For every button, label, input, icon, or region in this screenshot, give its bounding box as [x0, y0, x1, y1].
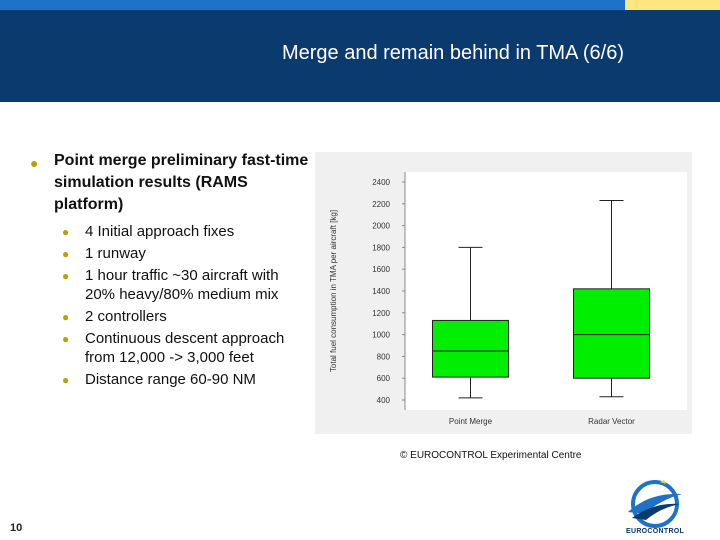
- bullet-dot-icon: ●: [30, 155, 39, 171]
- list-item: ● 1 runway: [62, 245, 146, 262]
- y-tick-label: 2400: [372, 178, 390, 187]
- bullet-dot-icon: ●: [62, 332, 70, 346]
- y-tick-label: 2000: [372, 222, 390, 231]
- list-item: ● 1 hour traffic ~30 aircraft with 20% he…: [62, 267, 279, 303]
- fuel-boxplot-chart: 400 600 800 1000 1200 1400 1600 1800 2000 2200 240…: [315, 152, 692, 434]
- list-item: ● Distance range 60-90 NM: [62, 371, 256, 388]
- sub-bullet-list: ● 4 Initial approach fixes ● 1 runway ● 1 h…: [62, 222, 310, 389]
- bullet-dot-icon: ●: [62, 247, 70, 261]
- list-item: ● Continuous descent approach from 12,000…: [62, 330, 285, 366]
- y-tick-label: 1800: [372, 243, 390, 252]
- header-band: Merge and remain behind in TMA (6/6): [0, 10, 720, 102]
- bullet-dot-icon: ●: [62, 310, 70, 324]
- y-axis-label: Total fuel consumption in TMA per aircra…: [329, 210, 338, 372]
- box-iqr: [432, 319, 509, 378]
- chart-svg: 400 600 800 1000 1200 1400 1600 1800 2000 2200 240…: [329, 172, 687, 426]
- y-tick-label: 400: [377, 396, 391, 405]
- list-item: ● 4 Initial approach fixes: [62, 223, 235, 240]
- top-accent-strip: [0, 0, 720, 10]
- list-item: ● 2 controllers: [62, 308, 167, 325]
- y-tick-label: 800: [377, 352, 391, 361]
- category-label: Point Merge: [449, 417, 493, 426]
- y-tick-label: 600: [377, 374, 391, 383]
- y-tick-label: 2200: [372, 200, 390, 209]
- y-tick-label: 1600: [372, 265, 390, 274]
- box-iqr: [573, 288, 650, 379]
- main-bullet-text: Point merge preliminary fast-time simula…: [54, 152, 309, 213]
- page-title: Merge and remain behind in TMA (6/6): [281, 42, 624, 64]
- logo-text: EUROCONTROL: [626, 528, 685, 535]
- top-accent-strip-light: [625, 0, 720, 10]
- bullet-dot-icon: ●: [62, 225, 70, 239]
- y-tick-label: 1000: [372, 331, 390, 340]
- eurocontrol-logo: [628, 480, 682, 528]
- bullet-list: ● Point merge preliminary fast-time simu…: [30, 150, 310, 392]
- bullet-dot-icon: ●: [62, 269, 70, 283]
- y-tick-label: 1200: [372, 309, 390, 318]
- main-bullet: ● Point merge preliminary fast-time simu…: [30, 150, 310, 216]
- copyright-text: © EUROCONTROL Experimental Centre: [400, 450, 582, 461]
- y-tick-label: 1400: [372, 287, 390, 296]
- bullet-dot-icon: ●: [62, 373, 70, 387]
- category-label: Radar Vector: [588, 417, 635, 426]
- page-number: 10: [10, 522, 23, 534]
